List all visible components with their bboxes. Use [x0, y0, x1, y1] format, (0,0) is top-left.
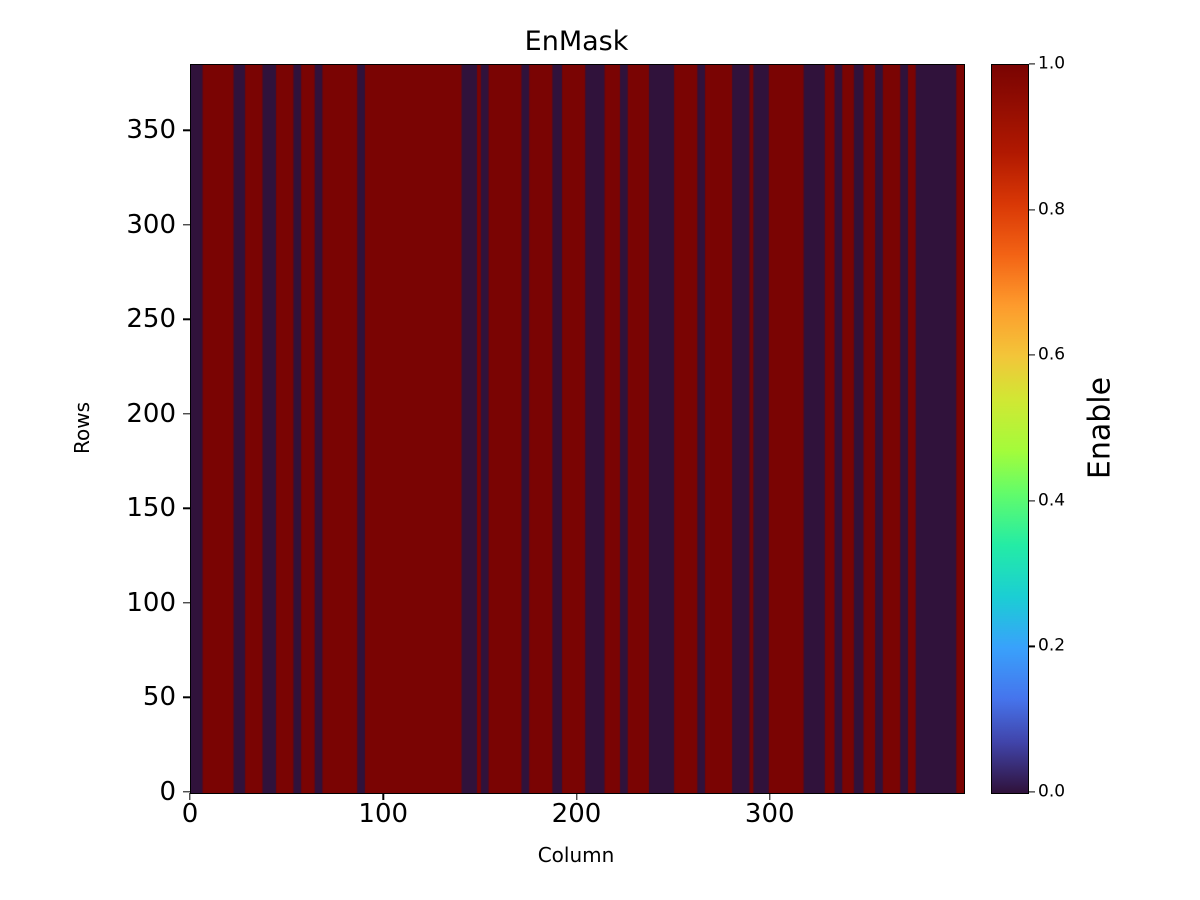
y-tick-label: 0 — [159, 777, 176, 807]
colorbar-tick-mark — [1029, 63, 1035, 65]
x-tick-mark — [575, 793, 578, 800]
colorbar-tick-label: 0.6 — [1038, 344, 1066, 365]
x-tick-mark — [382, 793, 384, 800]
y-tick-label: 350 — [126, 115, 176, 146]
heatmap-axes — [190, 64, 965, 794]
y-tick-label: 150 — [126, 493, 176, 524]
colorbar-tick-mark — [1029, 354, 1035, 356]
x-axis-label: Column — [537, 843, 615, 867]
colorbar-tick-mark — [1029, 500, 1035, 502]
colorbar-gradient — [992, 65, 1028, 793]
heatmap-image — [191, 65, 964, 793]
colorbar-tick-mark — [1029, 645, 1035, 647]
y-tick-label: 250 — [126, 304, 176, 335]
y-tick-mark — [183, 413, 190, 415]
x-tick-label: 100 — [358, 799, 409, 829]
y-tick-mark — [183, 318, 190, 320]
colorbar-tick-label: 0.4 — [1038, 490, 1066, 511]
y-tick-mark — [183, 602, 190, 604]
colorbar-tick-mark — [1029, 209, 1035, 211]
y-tick-mark — [183, 507, 190, 510]
colorbar-tick-label: 0.8 — [1038, 199, 1066, 220]
colorbar-tick-label: 0.2 — [1038, 635, 1066, 656]
y-tick-mark — [183, 696, 190, 699]
colorbar-label: Enable — [1082, 376, 1118, 480]
y-tick-label: 100 — [126, 587, 176, 618]
colorbar-tick-mark — [1029, 791, 1035, 793]
colorbar-tick-label: 1.0 — [1038, 53, 1066, 74]
y-tick-label: 50 — [142, 682, 176, 713]
y-tick-mark — [183, 224, 190, 226]
colorbar-tick-label: 0.0 — [1038, 781, 1066, 802]
x-tick-label: 200 — [551, 799, 602, 829]
y-axis-label: Rows — [70, 401, 94, 455]
x-tick-mark — [189, 793, 191, 800]
colorbar — [991, 64, 1029, 794]
y-tick-mark — [183, 129, 190, 131]
x-tick-mark — [769, 793, 771, 800]
plot-title: EnMask — [524, 26, 629, 57]
y-tick-label: 300 — [126, 209, 176, 240]
x-tick-label: 300 — [744, 799, 795, 829]
x-tick-label: 0 — [181, 799, 199, 829]
y-tick-mark — [183, 791, 190, 793]
